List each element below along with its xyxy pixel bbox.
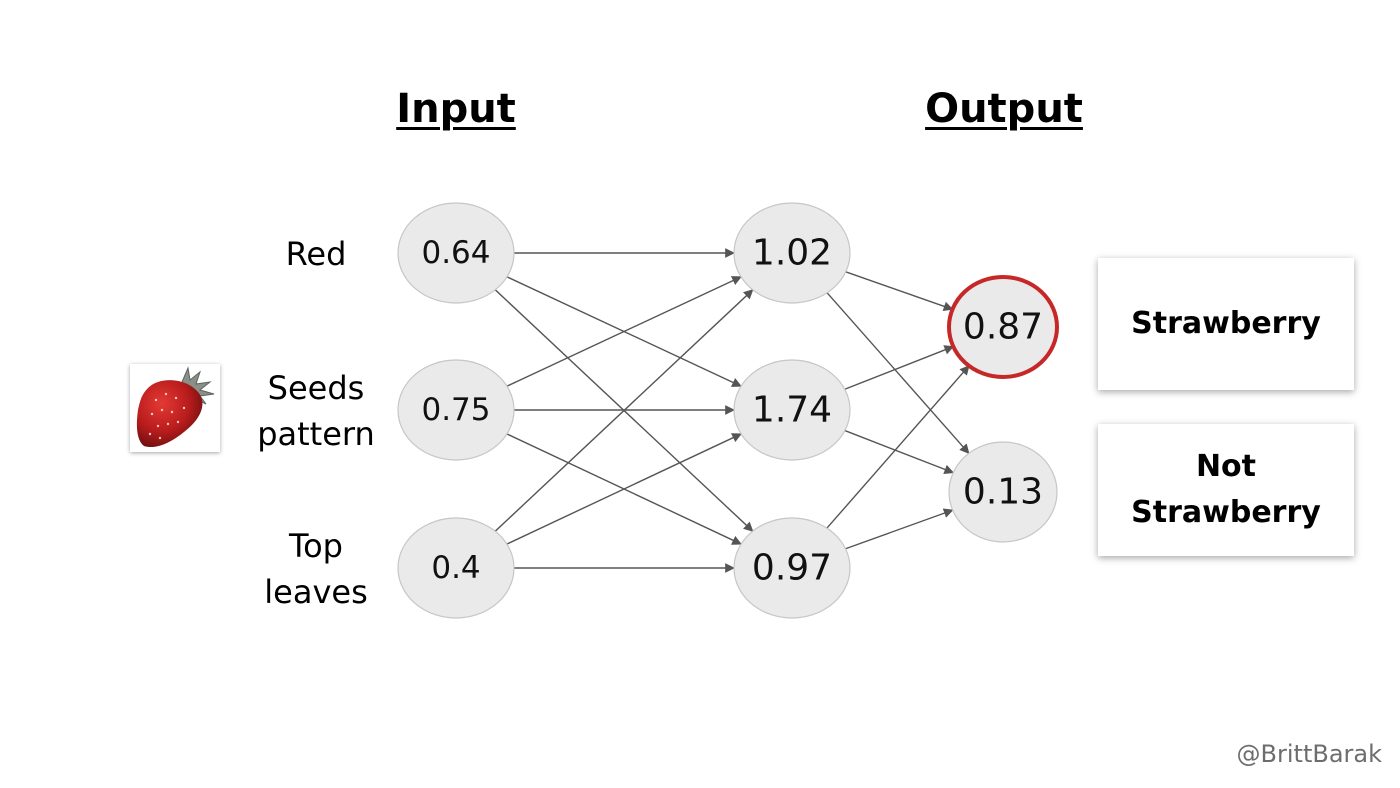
strawberry-image (130, 364, 220, 452)
feature-top-leaves-label: Top leaves (264, 527, 368, 611)
edge-hidden1-output1 (845, 271, 954, 311)
output-node-strawberry: 0.87 (947, 275, 1059, 379)
input-node-seeds-value: 0.75 (421, 392, 490, 428)
input-node-red-value: 0.64 (421, 235, 490, 271)
edge-hidden3-output2 (845, 508, 954, 550)
edge-hidden2-output2 (844, 429, 955, 475)
input-node-leaves: 0.4 (397, 517, 515, 619)
input-node-leaves-value: 0.4 (431, 550, 480, 586)
input-node-red: 0.64 (397, 202, 515, 304)
feature-red-label: Red (285, 235, 347, 273)
class-strawberry-box: Strawberry (1098, 258, 1354, 390)
class-not-label-line1: Not (1195, 449, 1257, 484)
connection-edges (494, 248, 970, 573)
hidden-node-2-value: 1.74 (752, 390, 832, 431)
edge-hidden1-output2 (826, 292, 970, 455)
output-node-not-strawberry: 0.13 (948, 441, 1058, 543)
output-heading: Output (925, 86, 1083, 132)
class-not-strawberry-box: Not Strawberry (1098, 424, 1354, 556)
class-strawberry-label: Strawberry (1131, 306, 1321, 341)
feature-seeds-pattern-label: Seeds pattern (257, 369, 375, 453)
hidden-node-3-value: 0.97 (752, 548, 832, 589)
hidden-node-1-value: 1.02 (752, 233, 832, 274)
hidden-node-1: 1.02 (733, 202, 851, 304)
edge-hidden3-output1 (826, 365, 970, 529)
hidden-node-3: 0.97 (733, 517, 851, 619)
edge-hidden2-output1 (844, 345, 955, 390)
hidden-node-2: 1.74 (733, 359, 851, 461)
class-not-label-line2: Strawberry (1131, 495, 1321, 530)
output-node-not-strawberry-value: 0.13 (963, 472, 1043, 513)
input-node-seeds: 0.75 (397, 359, 515, 461)
edge-input3-hidden1 (494, 289, 754, 532)
author-credit: @BrittBarak (1236, 740, 1382, 768)
input-heading: Input (396, 86, 516, 132)
edge-input2-hidden1 (506, 276, 742, 387)
edge-input3-hidden2 (506, 433, 742, 545)
output-node-strawberry-value: 0.87 (963, 307, 1043, 348)
